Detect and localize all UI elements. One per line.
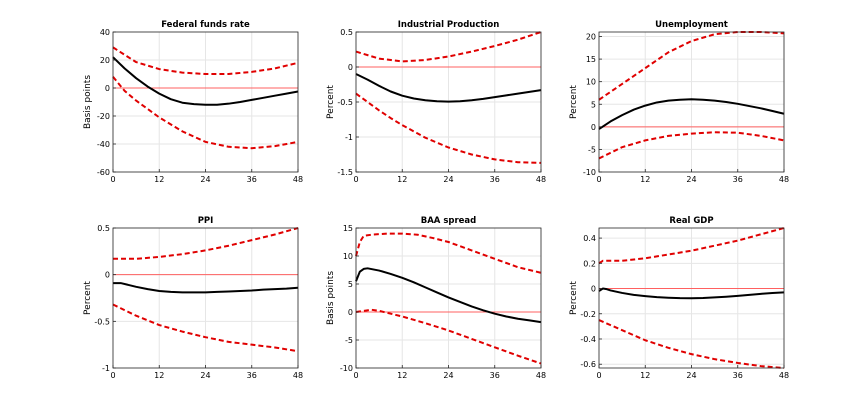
series-response-line bbox=[112, 56, 299, 106]
panel-title: Unemployment bbox=[655, 20, 728, 30]
y-tick-label: -60 bbox=[97, 168, 110, 177]
y-tick-label: 0.4 bbox=[583, 234, 596, 243]
x-tick-label: 36 bbox=[247, 371, 257, 380]
panel-title: Real GDP bbox=[669, 216, 713, 226]
x-tick-label: 36 bbox=[247, 175, 257, 184]
panel-title: Industrial Production bbox=[398, 20, 500, 30]
x-tick-label: 48 bbox=[293, 175, 303, 184]
panel-real-gdp: 0 12 24 36 48 -0.6 -0.4 -0.2 0 0.2 0.4 Real GDP Perc… bbox=[569, 216, 789, 380]
panel-industrial-production: 0 12 24 36 48 -1.5 -1 -0.5 0 0.5 Industrial Produc… bbox=[326, 20, 546, 184]
x-tick-label: 0 bbox=[596, 175, 601, 184]
y-axis-label: Percent bbox=[83, 281, 93, 315]
y-tick-label: 40 bbox=[100, 28, 110, 37]
x-tick-label: 12 bbox=[154, 175, 164, 184]
x-tick-label: 48 bbox=[779, 371, 789, 380]
x-tick-label: 12 bbox=[640, 371, 650, 380]
y-tick-label: -40 bbox=[97, 140, 110, 149]
y-tick-label: -1 bbox=[102, 364, 110, 373]
series-lower-band-line bbox=[112, 303, 299, 353]
series-upper-band-line bbox=[355, 232, 542, 274]
y-tick-label: 0.5 bbox=[97, 224, 110, 233]
x-tick-label: 12 bbox=[397, 371, 407, 380]
panel-federal-funds-rate: 0 12 24 36 48 -60 -40 -20 0 20 40 Federal funds rat… bbox=[83, 20, 303, 184]
y-tick-label: 0 bbox=[105, 271, 110, 280]
x-tick-label: 24 bbox=[686, 175, 696, 184]
panel-baa-spread: 0 12 24 36 48 -10 -5 0 5 10 15 BAA spread Basis poin… bbox=[326, 216, 546, 380]
y-tick-label: 5 bbox=[348, 280, 353, 289]
series-lower-band-line bbox=[355, 92, 542, 164]
series-response-line bbox=[598, 287, 785, 300]
y-tick-label: -20 bbox=[97, 112, 110, 121]
y-tick-label: 0 bbox=[105, 84, 110, 93]
series-response-line bbox=[355, 267, 542, 324]
y-tick-label: 10 bbox=[586, 78, 596, 87]
y-axis-label: Basis points bbox=[83, 75, 93, 129]
y-axis-label: Basis points bbox=[326, 271, 336, 325]
y-tick-label: 0 bbox=[591, 123, 596, 132]
y-tick-label: 5 bbox=[591, 100, 596, 109]
panel-unemployment: 0 12 24 36 48 -10 -5 0 5 10 15 20 Unemployment Percen… bbox=[569, 20, 789, 184]
y-tick-label: 15 bbox=[343, 224, 353, 233]
y-axis-label: Percent bbox=[569, 85, 579, 119]
x-tick-label: 24 bbox=[443, 371, 453, 380]
y-tick-label: 20 bbox=[586, 33, 596, 42]
y-tick-label: -5 bbox=[345, 336, 353, 345]
x-tick-label: 36 bbox=[733, 175, 743, 184]
y-tick-label: 0 bbox=[348, 63, 353, 72]
x-tick-label: 48 bbox=[779, 175, 789, 184]
series-response-line bbox=[113, 282, 299, 294]
x-tick-label: 0 bbox=[596, 371, 601, 380]
series-upper-band-line bbox=[113, 227, 299, 260]
y-tick-label: -0.6 bbox=[580, 360, 596, 369]
y-axis-label: Percent bbox=[326, 85, 336, 119]
series-upper-band-line bbox=[598, 227, 785, 265]
panel-title: PPI bbox=[198, 216, 214, 226]
panel-ppi: 0 12 24 36 48 -1 -0.5 0 0.5 PPI Percent bbox=[83, 216, 303, 380]
y-tick-label: 15 bbox=[586, 55, 596, 64]
x-tick-label: 48 bbox=[536, 175, 546, 184]
y-tick-label: -10 bbox=[583, 168, 596, 177]
x-tick-label: 24 bbox=[200, 371, 210, 380]
y-tick-label: 0.5 bbox=[340, 28, 353, 37]
x-tick-label: 36 bbox=[490, 175, 500, 184]
y-tick-label: 0.2 bbox=[583, 259, 596, 268]
series-response-line bbox=[355, 73, 542, 103]
panel-title: Federal funds rate bbox=[161, 20, 250, 30]
x-tick-label: 12 bbox=[154, 371, 164, 380]
x-tick-label: 48 bbox=[293, 371, 303, 380]
x-tick-label: 36 bbox=[733, 371, 743, 380]
series-lower-band-line bbox=[598, 131, 785, 160]
series-upper-band-line bbox=[112, 46, 299, 75]
x-tick-label: 24 bbox=[200, 175, 210, 184]
x-tick-label: 24 bbox=[686, 371, 696, 380]
y-tick-label: -10 bbox=[340, 364, 353, 373]
x-tick-label: 12 bbox=[397, 175, 407, 184]
y-tick-label: -0.5 bbox=[94, 317, 110, 326]
y-tick-label: 10 bbox=[343, 252, 353, 261]
y-tick-label: -0.5 bbox=[337, 98, 353, 107]
y-tick-label: -5 bbox=[588, 145, 596, 154]
y-tick-label: 20 bbox=[100, 56, 110, 65]
series-response-line bbox=[598, 98, 785, 130]
series-lower-band-line bbox=[112, 76, 299, 150]
x-tick-label: 12 bbox=[640, 175, 650, 184]
x-tick-label: 48 bbox=[536, 371, 546, 380]
x-tick-label: 0 bbox=[353, 175, 358, 184]
y-tick-label: 0 bbox=[591, 285, 596, 294]
x-tick-label: 0 bbox=[353, 371, 358, 380]
x-tick-label: 0 bbox=[110, 371, 115, 380]
panel-title: BAA spread bbox=[421, 216, 477, 226]
x-tick-label: 24 bbox=[443, 175, 453, 184]
y-axis-label: Percent bbox=[569, 281, 579, 315]
series-lower-band-line bbox=[598, 319, 785, 369]
y-tick-label: 0 bbox=[348, 308, 353, 317]
x-tick-label: 36 bbox=[490, 371, 500, 380]
x-tick-label: 0 bbox=[110, 175, 115, 184]
y-tick-label: -0.2 bbox=[580, 310, 596, 319]
y-tick-label: -0.4 bbox=[580, 335, 596, 344]
y-tick-label: -1 bbox=[345, 133, 353, 142]
y-tick-label: -1.5 bbox=[337, 168, 353, 177]
series-lower-band-line bbox=[355, 308, 542, 365]
